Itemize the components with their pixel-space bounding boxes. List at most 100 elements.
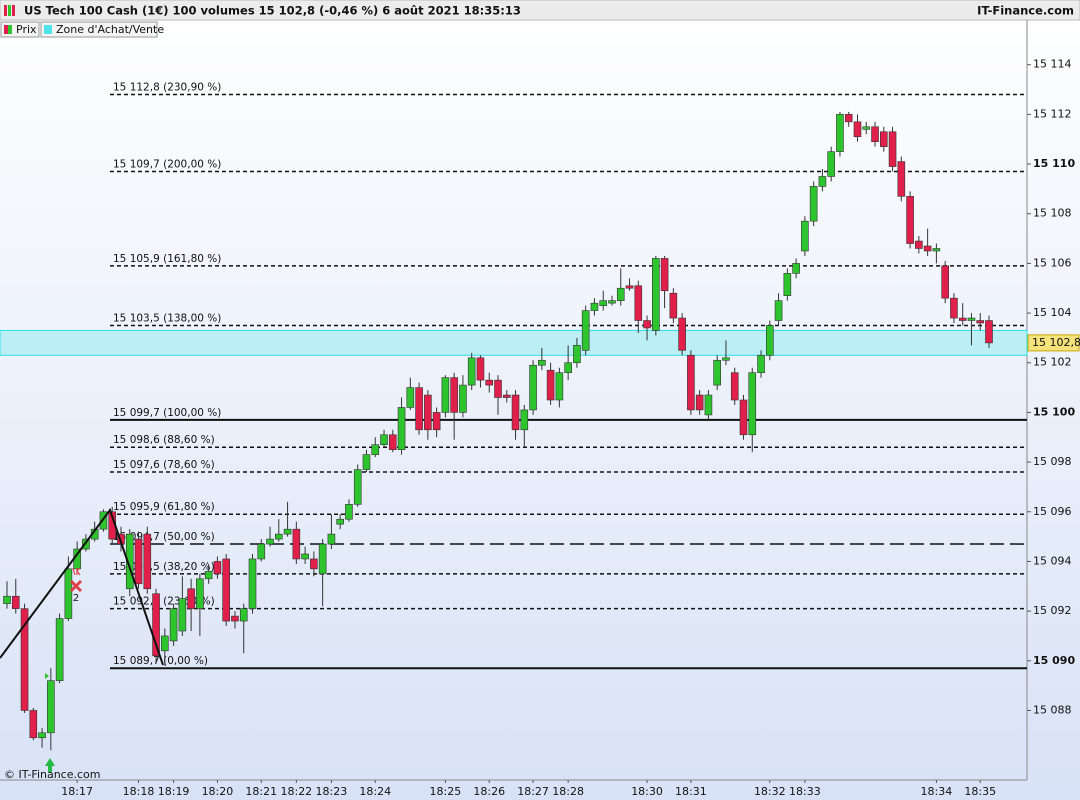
candle-body bbox=[599, 300, 608, 306]
y-tick-label: 15 100 bbox=[1033, 405, 1075, 418]
candle-body bbox=[678, 317, 686, 351]
candle-body bbox=[467, 357, 476, 386]
x-tick-label: 18:22 bbox=[280, 785, 312, 798]
candle-body bbox=[818, 176, 827, 187]
candle-body bbox=[196, 578, 204, 609]
x-tick-label: 18:17 bbox=[61, 785, 93, 798]
level-label: 15 103,5 (138,00 %) bbox=[113, 312, 221, 324]
buy-sell-zone bbox=[0, 329, 1028, 356]
candle-body bbox=[862, 126, 871, 130]
candle-body bbox=[538, 359, 546, 366]
header-bar bbox=[0, 0, 1080, 21]
candle-body bbox=[169, 608, 178, 642]
sell-signal-cross bbox=[69, 579, 83, 593]
candle-body bbox=[222, 558, 230, 622]
candle-body bbox=[564, 362, 572, 373]
candle-body bbox=[502, 394, 511, 398]
candle-body bbox=[283, 528, 292, 535]
candle-body bbox=[520, 409, 529, 431]
candle-body bbox=[739, 399, 748, 436]
candle-body bbox=[844, 114, 853, 123]
candle-body bbox=[318, 543, 327, 575]
level-label: 15 097,6 (78,60 %) bbox=[113, 459, 215, 471]
level-label: 15 095,9 (61,80 %) bbox=[113, 501, 215, 513]
candle-body bbox=[801, 220, 809, 252]
candle-body bbox=[511, 394, 520, 431]
candle-body bbox=[441, 377, 450, 413]
level-label: 15 099,7 (100,00 %) bbox=[113, 407, 221, 419]
candle-body bbox=[161, 635, 169, 652]
candle-body bbox=[3, 595, 11, 604]
x-tick-label: 18:19 bbox=[158, 785, 190, 798]
candle-body bbox=[967, 317, 976, 321]
y-tick-label: 15 112 bbox=[1033, 107, 1072, 120]
level-label: 15 109,7 (200,00 %) bbox=[113, 159, 221, 171]
candle-body bbox=[353, 469, 362, 505]
y-tick-label: 15 088 bbox=[1033, 703, 1072, 716]
candle-body bbox=[985, 320, 993, 344]
level-label: 15 112,8 (230,90 %) bbox=[113, 82, 221, 94]
zigzag-line bbox=[0, 507, 164, 666]
candle-body bbox=[932, 248, 941, 252]
candle-body bbox=[608, 300, 616, 304]
y-tick-label: 15 098 bbox=[1033, 455, 1072, 468]
signal-label: 2 bbox=[73, 593, 79, 604]
candle-body bbox=[388, 434, 397, 450]
candle-body bbox=[783, 273, 792, 296]
y-tick-label: 15 108 bbox=[1033, 207, 1072, 220]
y-tick-label: 15 094 bbox=[1033, 554, 1072, 567]
candle-body bbox=[625, 285, 634, 289]
candle-body bbox=[573, 345, 581, 364]
candle-body bbox=[774, 300, 783, 321]
candle-body bbox=[55, 618, 64, 681]
candle-body bbox=[687, 354, 695, 411]
candle-body bbox=[669, 292, 678, 319]
candle-body bbox=[950, 297, 958, 319]
candle-body bbox=[766, 325, 774, 356]
candle-body bbox=[713, 359, 721, 386]
legend-swatch bbox=[44, 25, 52, 34]
legend-swatch bbox=[8, 25, 12, 34]
x-tick-label: 18:25 bbox=[430, 785, 462, 798]
x-tick-label: 18:24 bbox=[359, 785, 391, 798]
candle-body bbox=[11, 595, 20, 609]
x-tick-label: 18:30 bbox=[631, 785, 663, 798]
level-label: 15 098,6 (88,60 %) bbox=[113, 434, 215, 446]
x-tick-label: 18:34 bbox=[921, 785, 953, 798]
candle-body bbox=[213, 561, 222, 575]
x-tick-label: 18:27 bbox=[517, 785, 549, 798]
candle-body bbox=[792, 263, 800, 274]
candle-body bbox=[809, 186, 818, 222]
x-tick-label: 18:20 bbox=[202, 785, 234, 798]
y-tick-label: 15 092 bbox=[1033, 604, 1072, 617]
candle-body bbox=[257, 543, 266, 560]
candle-body bbox=[529, 364, 537, 411]
candle-body bbox=[292, 528, 301, 560]
candle-body bbox=[897, 161, 906, 197]
legend-swatch bbox=[4, 25, 8, 34]
candle-body bbox=[406, 387, 415, 408]
y-tick-label: 15 104 bbox=[1033, 306, 1072, 319]
candle-body bbox=[915, 240, 923, 249]
x-tick-label: 18:32 bbox=[754, 785, 786, 798]
last-price-label: 15 102,8 bbox=[1032, 336, 1080, 349]
candle-body bbox=[695, 394, 704, 411]
candle-body bbox=[958, 317, 967, 321]
watermark: © IT-Finance.com bbox=[4, 768, 101, 781]
candle-body bbox=[178, 598, 187, 632]
y-tick-label: 15 110 bbox=[1033, 157, 1075, 170]
candle-body bbox=[730, 372, 739, 401]
candle-body bbox=[748, 372, 757, 436]
candle-body bbox=[397, 407, 406, 450]
candle-body bbox=[757, 354, 765, 373]
candle-body bbox=[327, 533, 336, 545]
candle-body bbox=[134, 538, 143, 585]
level-label: 15 105,9 (161,80 %) bbox=[113, 253, 221, 265]
legend-label: Prix bbox=[16, 23, 37, 36]
candle-body bbox=[476, 357, 485, 381]
candle-body bbox=[143, 533, 152, 590]
candle-body bbox=[275, 533, 283, 540]
legend-item[interactable] bbox=[40, 21, 158, 38]
